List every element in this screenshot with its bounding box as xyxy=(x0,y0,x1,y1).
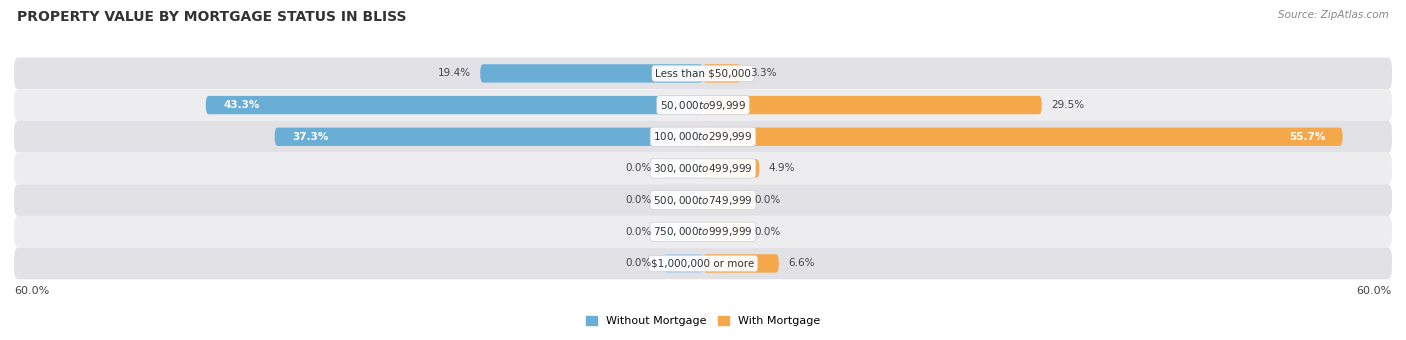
Text: 0.0%: 0.0% xyxy=(626,227,651,237)
Text: $500,000 to $749,999: $500,000 to $749,999 xyxy=(654,193,752,207)
Text: $1,000,000 or more: $1,000,000 or more xyxy=(651,258,755,269)
Text: $100,000 to $299,999: $100,000 to $299,999 xyxy=(654,130,752,143)
Text: 37.3%: 37.3% xyxy=(292,132,329,142)
Text: 0.0%: 0.0% xyxy=(626,258,651,269)
Text: 0.0%: 0.0% xyxy=(755,227,780,237)
Text: $50,000 to $99,999: $50,000 to $99,999 xyxy=(659,99,747,112)
Text: 60.0%: 60.0% xyxy=(1357,286,1392,296)
FancyBboxPatch shape xyxy=(703,223,744,241)
FancyBboxPatch shape xyxy=(703,191,744,209)
Text: 60.0%: 60.0% xyxy=(14,286,49,296)
FancyBboxPatch shape xyxy=(14,89,1392,121)
Text: $300,000 to $499,999: $300,000 to $499,999 xyxy=(654,162,752,175)
Text: 3.3%: 3.3% xyxy=(749,68,776,79)
FancyBboxPatch shape xyxy=(14,121,1392,153)
Text: $750,000 to $999,999: $750,000 to $999,999 xyxy=(654,225,752,238)
Text: 0.0%: 0.0% xyxy=(755,195,780,205)
FancyBboxPatch shape xyxy=(703,159,759,177)
Text: PROPERTY VALUE BY MORTGAGE STATUS IN BLISS: PROPERTY VALUE BY MORTGAGE STATUS IN BLI… xyxy=(17,10,406,24)
FancyBboxPatch shape xyxy=(274,128,703,146)
FancyBboxPatch shape xyxy=(14,184,1392,216)
Text: 55.7%: 55.7% xyxy=(1289,132,1326,142)
FancyBboxPatch shape xyxy=(703,128,1343,146)
FancyBboxPatch shape xyxy=(14,57,1392,89)
Text: 0.0%: 0.0% xyxy=(626,164,651,173)
Text: 4.9%: 4.9% xyxy=(769,164,794,173)
FancyBboxPatch shape xyxy=(662,254,703,273)
Text: Less than $50,000: Less than $50,000 xyxy=(655,68,751,79)
Text: 6.6%: 6.6% xyxy=(787,258,814,269)
Text: 29.5%: 29.5% xyxy=(1050,100,1084,110)
FancyBboxPatch shape xyxy=(205,96,703,114)
FancyBboxPatch shape xyxy=(481,64,703,83)
FancyBboxPatch shape xyxy=(14,248,1392,279)
FancyBboxPatch shape xyxy=(703,96,1042,114)
FancyBboxPatch shape xyxy=(662,159,703,177)
FancyBboxPatch shape xyxy=(662,191,703,209)
FancyBboxPatch shape xyxy=(703,254,779,273)
FancyBboxPatch shape xyxy=(662,223,703,241)
FancyBboxPatch shape xyxy=(703,64,741,83)
Text: 19.4%: 19.4% xyxy=(437,68,471,79)
Text: Source: ZipAtlas.com: Source: ZipAtlas.com xyxy=(1278,10,1389,20)
FancyBboxPatch shape xyxy=(14,153,1392,184)
Text: 43.3%: 43.3% xyxy=(224,100,260,110)
FancyBboxPatch shape xyxy=(14,216,1392,248)
Legend: Without Mortgage, With Mortgage: Without Mortgage, With Mortgage xyxy=(582,312,824,331)
Text: 0.0%: 0.0% xyxy=(626,195,651,205)
